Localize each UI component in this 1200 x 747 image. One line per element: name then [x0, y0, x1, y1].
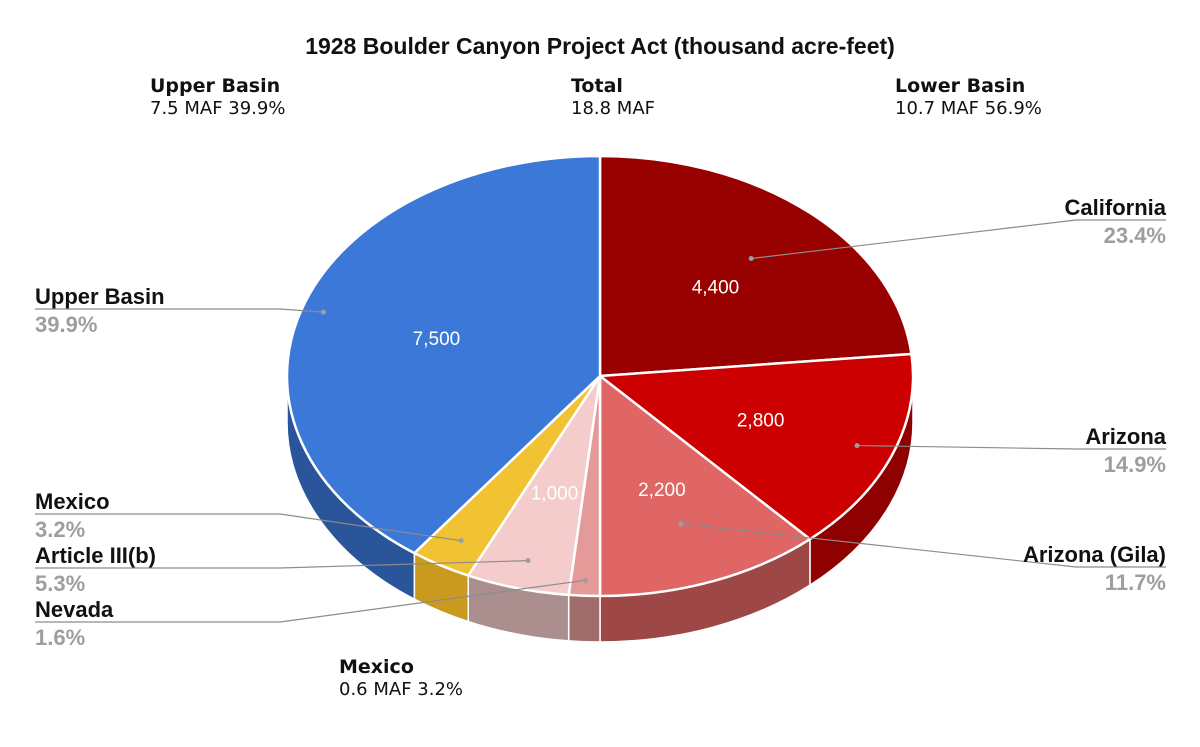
pie-slice-california — [598, 154, 913, 378]
pie-labels: 4,400 2,800 2,200 1,000 7,500 California 23.4%… — [35, 195, 1167, 650]
pie-slice-arizona-gila — [598, 374, 812, 598]
pie-slice-upper-basin — [285, 154, 602, 555]
category-label-california: California — [1065, 195, 1167, 220]
summary-total-heading: Total — [571, 75, 623, 97]
leader-line-california — [751, 219, 1166, 260]
leader-dot-arizona — [854, 443, 860, 449]
summary-mexico-value: 0.6 MAF 3.2% — [339, 679, 463, 700]
chart-title: 1928 Boulder Canyon Project Act (thousan… — [305, 33, 895, 59]
percent-label-nevada: 1.6% — [35, 625, 85, 650]
leader-line-arizona — [857, 444, 1166, 450]
summary-total: Total 18.8 MAF — [571, 75, 655, 121]
value-label-upper-basin: 7,500 — [413, 329, 461, 350]
leader-dot-mexico — [458, 538, 464, 544]
leader-dot-arizona-gila — [678, 521, 684, 527]
category-label-nevada: Nevada — [35, 597, 114, 622]
value-label-california: 4,400 — [692, 277, 740, 298]
pie-slice-arizona — [598, 352, 915, 541]
summary-upper-value: 7.5 MAF 39.9% — [150, 98, 286, 119]
pie-side-nevada — [567, 594, 601, 643]
category-label-arizona-gila: Arizona (Gila) — [1023, 542, 1166, 567]
percent-label-arizona-gila: 11.7% — [1105, 570, 1166, 595]
pie-slices — [285, 154, 915, 598]
percent-label-arizona: 14.9% — [1104, 452, 1166, 477]
category-label-upper-basin: Upper Basin — [35, 284, 165, 309]
leader-line-article-iii-b — [35, 559, 529, 569]
category-label-article-iii-b: Article III(b) — [35, 543, 156, 568]
summary-upper-heading: Upper Basin — [150, 75, 281, 97]
value-label-arizona: 2,800 — [737, 410, 785, 431]
leader-lines — [35, 219, 1166, 623]
percent-label-california: 23.4% — [1104, 223, 1166, 248]
summary-lower-heading: Lower Basin — [895, 75, 1026, 97]
leader-dot-article-iii-b — [525, 558, 531, 564]
summary-lower-value: 10.7 MAF 56.9% — [895, 98, 1042, 119]
summary-mexico: Mexico 0.6 MAF 3.2% — [339, 656, 463, 702]
leader-dot-upper-basin — [320, 309, 326, 315]
value-label-article-iii-b: 1,000 — [531, 484, 579, 505]
category-label-arizona: Arizona — [1085, 424, 1166, 449]
leader-line-nevada — [35, 579, 586, 623]
leader-dot-nevada — [582, 577, 588, 583]
leader-line-mexico — [35, 513, 462, 542]
leader-dot-california — [748, 256, 754, 262]
leader-line-arizona-gila — [680, 523, 1166, 568]
summary-mexico-heading: Mexico — [339, 656, 414, 678]
leader-line-upper-basin — [35, 308, 324, 313]
percent-label-article-iii-b: 5.3% — [35, 571, 85, 596]
percent-label-upper-basin: 39.9% — [35, 312, 97, 337]
value-label-arizona-gila: 2,200 — [638, 480, 686, 501]
category-label-mexico: Mexico — [35, 489, 110, 514]
summary-total-value: 18.8 MAF — [571, 98, 655, 119]
percent-label-mexico: 3.2% — [35, 517, 85, 542]
summary-upper-basin: Upper Basin 7.5 MAF 39.9% — [150, 75, 285, 121]
summary-lower-basin: Lower Basin 10.7 MAF 56.9% — [895, 75, 1042, 121]
pie-sides — [286, 375, 914, 643]
